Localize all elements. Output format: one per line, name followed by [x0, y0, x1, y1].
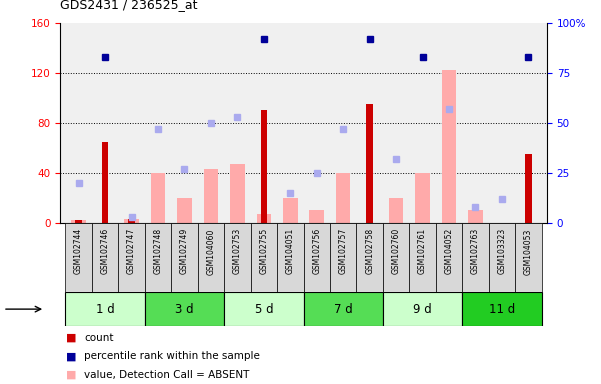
Text: ■: ■ — [66, 333, 76, 343]
Bar — [128, 219, 135, 223]
Bar — [515, 223, 542, 292]
Bar — [310, 210, 324, 223]
Text: ■: ■ — [66, 370, 76, 380]
Bar — [462, 292, 542, 326]
Bar — [409, 223, 436, 292]
Bar — [204, 169, 218, 223]
Text: GSM104052: GSM104052 — [445, 228, 454, 275]
Bar — [66, 292, 145, 326]
Bar — [72, 220, 86, 223]
Bar — [257, 214, 271, 223]
Text: GDS2431 / 236525_at: GDS2431 / 236525_at — [60, 0, 198, 12]
Text: 1 d: 1 d — [96, 303, 114, 316]
Text: GSM102763: GSM102763 — [471, 228, 480, 275]
Bar — [118, 223, 145, 292]
Text: count: count — [84, 333, 114, 343]
Bar — [102, 142, 108, 223]
Bar — [304, 223, 330, 292]
Text: GSM102755: GSM102755 — [259, 228, 268, 275]
Bar — [383, 223, 409, 292]
Text: GSM102757: GSM102757 — [339, 228, 348, 275]
Bar — [198, 223, 224, 292]
Bar — [336, 173, 350, 223]
Text: GSM102746: GSM102746 — [100, 228, 109, 275]
Text: percentile rank within the sample: percentile rank within the sample — [84, 351, 260, 361]
Bar — [151, 173, 165, 223]
Text: GSM102744: GSM102744 — [74, 228, 83, 275]
Bar — [415, 173, 430, 223]
Bar — [230, 164, 245, 223]
Bar — [462, 223, 489, 292]
Bar — [389, 198, 403, 223]
Text: GSM103323: GSM103323 — [498, 228, 507, 275]
Bar — [171, 223, 198, 292]
Text: GSM102748: GSM102748 — [153, 228, 162, 275]
Text: 7 d: 7 d — [334, 303, 353, 316]
Bar — [251, 223, 277, 292]
Bar — [224, 223, 251, 292]
Bar — [356, 223, 383, 292]
Bar — [436, 223, 462, 292]
Bar — [260, 111, 267, 223]
Bar — [442, 71, 456, 223]
Bar — [330, 223, 356, 292]
Text: GSM104051: GSM104051 — [286, 228, 294, 275]
Text: GSM102747: GSM102747 — [127, 228, 136, 275]
Text: GSM102753: GSM102753 — [233, 228, 242, 275]
Bar — [525, 154, 532, 223]
Text: GSM104060: GSM104060 — [206, 228, 215, 275]
Text: GSM102760: GSM102760 — [392, 228, 401, 275]
Bar — [124, 219, 139, 223]
Text: value, Detection Call = ABSENT: value, Detection Call = ABSENT — [84, 370, 249, 380]
Text: 9 d: 9 d — [413, 303, 432, 316]
Bar — [145, 292, 224, 326]
Bar — [489, 223, 515, 292]
Text: 11 d: 11 d — [489, 303, 515, 316]
Bar — [92, 223, 118, 292]
Text: GSM104053: GSM104053 — [524, 228, 533, 275]
Text: 3 d: 3 d — [175, 303, 194, 316]
Bar — [468, 210, 483, 223]
Bar — [383, 292, 462, 326]
Text: 5 d: 5 d — [254, 303, 273, 316]
Text: GSM102761: GSM102761 — [418, 228, 427, 275]
Text: GSM102758: GSM102758 — [365, 228, 374, 275]
Bar — [283, 198, 297, 223]
Text: GSM102749: GSM102749 — [180, 228, 189, 275]
Bar — [367, 104, 373, 223]
Text: ■: ■ — [66, 351, 76, 361]
Bar — [224, 292, 304, 326]
Text: GSM102756: GSM102756 — [313, 228, 321, 275]
Bar — [177, 198, 192, 223]
Bar — [145, 223, 171, 292]
Bar — [66, 223, 92, 292]
Bar — [277, 223, 304, 292]
Bar — [304, 292, 383, 326]
Bar — [75, 220, 82, 223]
